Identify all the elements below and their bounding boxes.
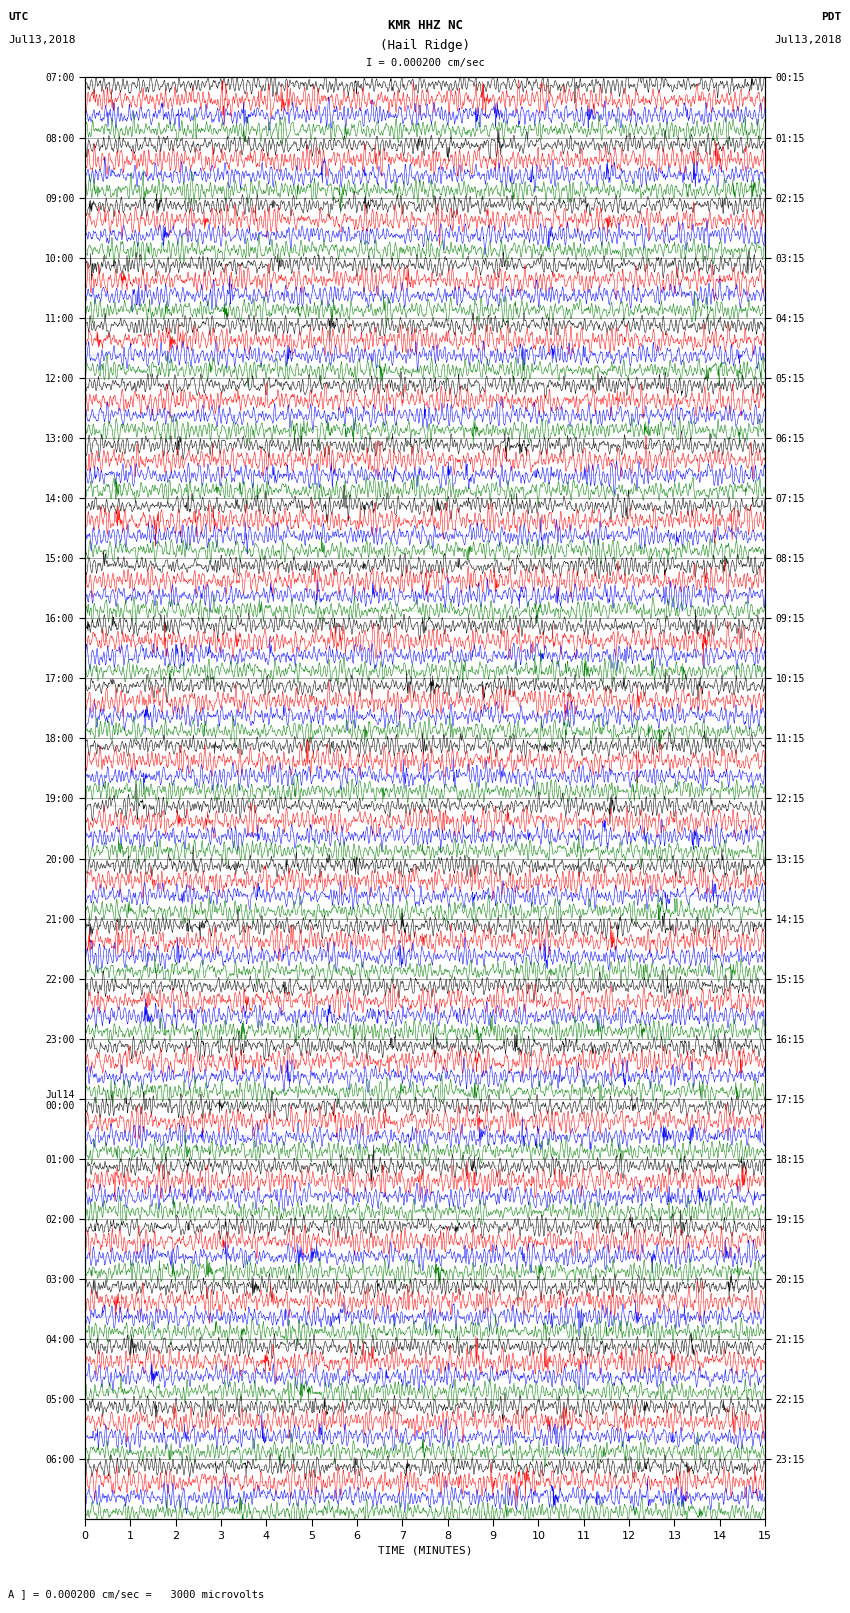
Text: PDT: PDT (821, 11, 842, 21)
X-axis label: TIME (MINUTES): TIME (MINUTES) (377, 1545, 473, 1555)
Text: Jul13,2018: Jul13,2018 (774, 35, 842, 45)
Text: I = 0.000200 cm/sec: I = 0.000200 cm/sec (366, 58, 484, 68)
Text: UTC: UTC (8, 11, 29, 21)
Text: Jul13,2018: Jul13,2018 (8, 35, 76, 45)
Text: A ] = 0.000200 cm/sec =   3000 microvolts: A ] = 0.000200 cm/sec = 3000 microvolts (8, 1589, 264, 1598)
Text: KMR HHZ NC: KMR HHZ NC (388, 19, 462, 32)
Text: (Hail Ridge): (Hail Ridge) (380, 39, 470, 52)
